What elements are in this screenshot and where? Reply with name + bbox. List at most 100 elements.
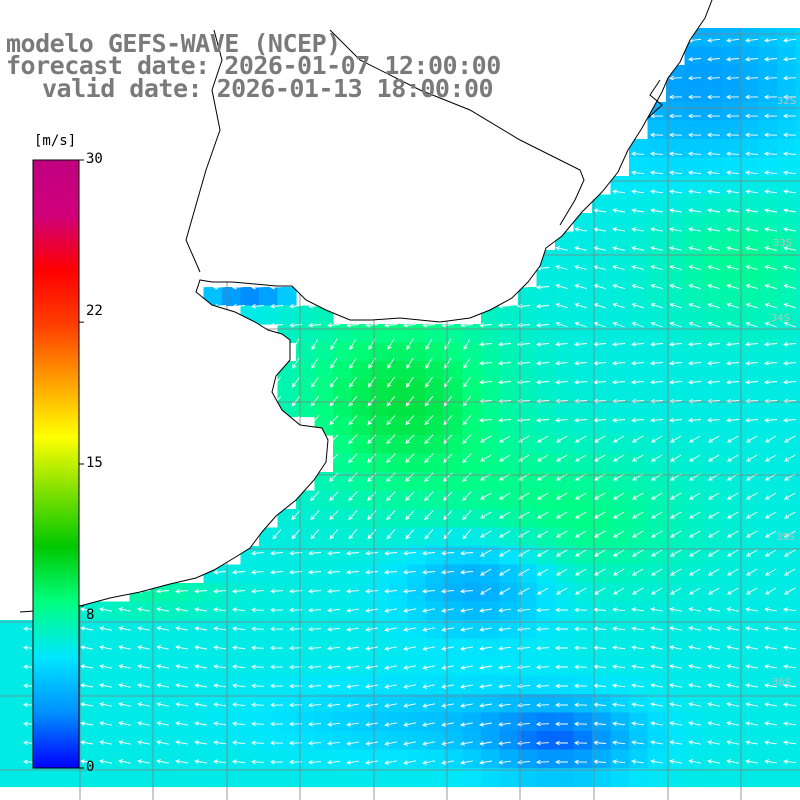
wind-arrow (631, 151, 645, 157)
wind-arrow (688, 94, 702, 100)
field-cell (721, 305, 741, 325)
field-cell (573, 731, 593, 751)
field-cell (795, 342, 800, 362)
forecast-date: forecast date: 2026-01-07 12:00:00 (6, 51, 501, 80)
wind-arrow (783, 56, 797, 62)
field-cell (777, 768, 797, 788)
wind-arrow (783, 530, 796, 538)
field-cell (721, 749, 741, 769)
wind-arrow (251, 607, 265, 613)
wind-arrow (443, 415, 453, 426)
wind-arrow (232, 588, 246, 594)
field-cell (481, 324, 501, 344)
wind-arrow (175, 683, 188, 688)
field-cell (333, 379, 353, 399)
wind-arrow (365, 722, 378, 727)
field-cell (333, 416, 353, 436)
wind-arrow (348, 434, 358, 444)
wind-arrow (650, 379, 664, 385)
field-cell (518, 768, 538, 788)
wind-arrow (536, 341, 550, 347)
field-cell (370, 564, 390, 584)
wind-arrow (726, 265, 739, 270)
wind-arrow (726, 530, 739, 538)
field-cell (721, 213, 741, 233)
field-cell (795, 139, 800, 159)
wind-arrow (726, 664, 739, 669)
field-cell (684, 453, 704, 473)
field-cell (314, 361, 334, 381)
field-cell (518, 472, 538, 492)
wind-arrow (479, 530, 492, 538)
field-cell (666, 379, 686, 399)
wind-arrow (232, 569, 246, 575)
field-cell (481, 398, 501, 418)
field-cell (407, 620, 427, 640)
field-cell (314, 657, 334, 677)
wind-arrow (498, 492, 511, 500)
wind-arrow (669, 170, 683, 176)
wind-arrow (631, 208, 644, 213)
wind-arrow (479, 684, 492, 689)
field-cell (444, 564, 464, 584)
field-cell (351, 324, 371, 344)
field-cell (240, 287, 260, 307)
wind-arrow (764, 417, 778, 423)
field-cell (499, 435, 519, 455)
wind-arrow (688, 246, 701, 251)
wind-arrow (726, 721, 739, 726)
field-cell (185, 657, 205, 677)
wind-arrow (384, 608, 397, 613)
wind-arrow (346, 722, 359, 727)
field-cell (703, 509, 723, 529)
wind-arrow (156, 683, 169, 688)
wind-arrow (593, 530, 606, 538)
field-cell (592, 268, 612, 288)
wind-arrow (574, 759, 588, 765)
field-cell (259, 749, 279, 769)
field-cell (758, 379, 778, 399)
field-cell (703, 416, 723, 436)
field-cell (240, 694, 260, 714)
field-cell (499, 305, 519, 325)
field-cell (721, 675, 741, 695)
field-cell (684, 194, 704, 214)
wind-arrow (479, 665, 492, 670)
field-cell (462, 546, 482, 566)
field-cell (518, 379, 538, 399)
wind-arrow (764, 284, 777, 290)
wind-arrow (745, 398, 759, 404)
wind-arrow (346, 627, 359, 632)
wind-arrow (669, 664, 682, 669)
field-cell (777, 675, 797, 695)
field-cell (795, 231, 800, 251)
field-cell (740, 675, 760, 695)
field-cell (721, 65, 741, 85)
field-cell (795, 194, 800, 214)
wind-arrow (327, 627, 341, 632)
field-cell (425, 731, 445, 751)
field-cell (111, 749, 131, 769)
wind-arrow (764, 626, 777, 631)
field-cell (610, 416, 630, 436)
wind-arrow (498, 722, 511, 727)
field-cell (314, 768, 334, 788)
field-cell (703, 490, 723, 510)
wind-arrow (384, 741, 397, 746)
wind-arrow (726, 568, 739, 576)
field-cell (795, 65, 800, 85)
wind-arrow (330, 357, 338, 369)
field-cell (166, 620, 186, 640)
field-cell (703, 453, 723, 473)
field-cell (518, 435, 538, 455)
field-cell (370, 657, 390, 677)
wind-arrow (462, 472, 472, 482)
wind-arrow (574, 341, 588, 347)
wind-arrow (688, 607, 701, 612)
field-cell (610, 546, 630, 566)
wind-arrow (327, 608, 341, 613)
field-cell (610, 564, 630, 584)
field-cell (18, 768, 38, 788)
field-cell (518, 749, 538, 769)
field-cell (758, 194, 778, 214)
